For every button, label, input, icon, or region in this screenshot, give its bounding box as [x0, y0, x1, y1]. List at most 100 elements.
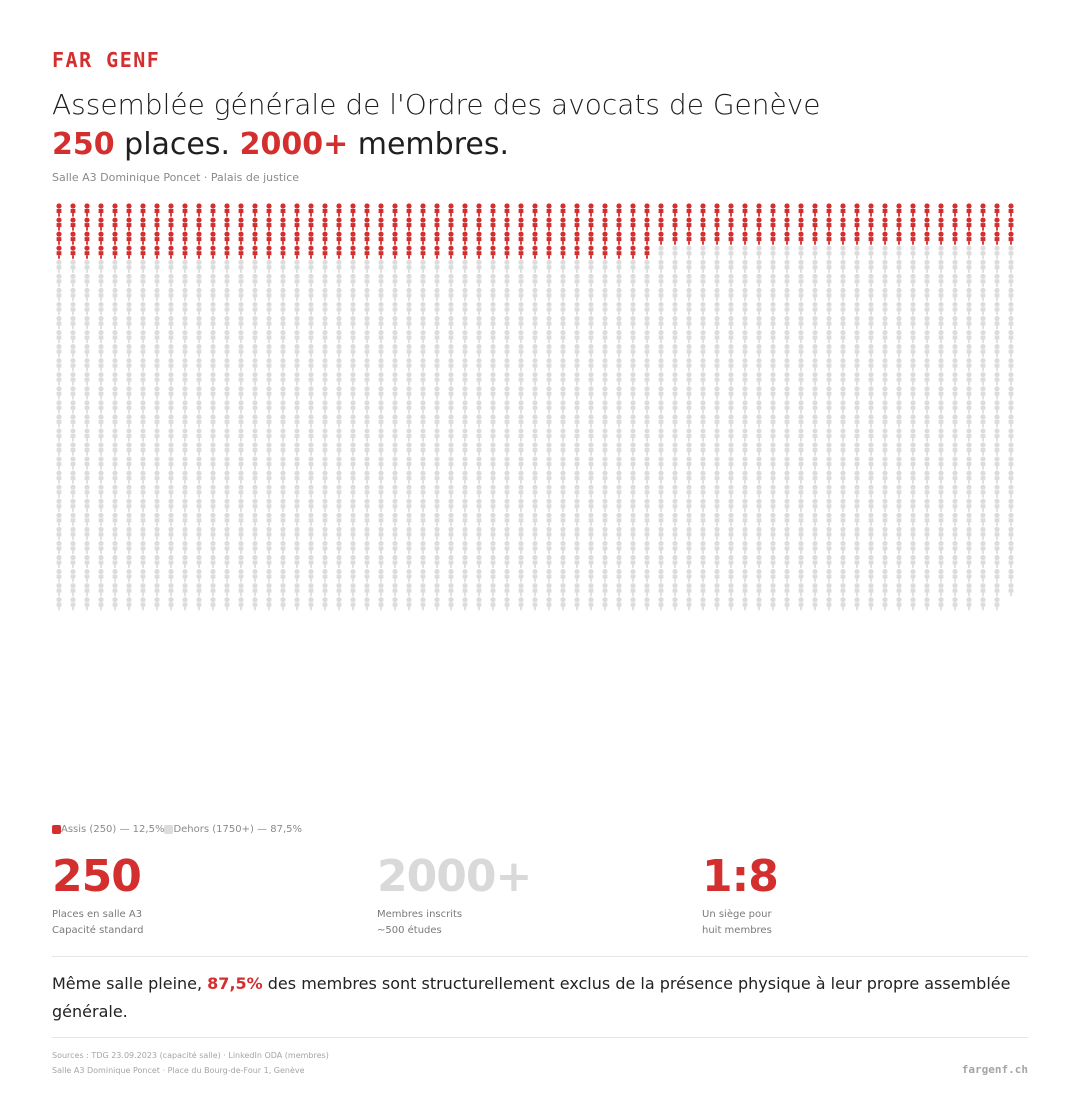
person-outside [784, 259, 790, 273]
person-seated [224, 203, 230, 217]
person-outside [336, 329, 342, 344]
person-outside [448, 484, 454, 498]
person-outside [280, 414, 286, 428]
person-outside [770, 498, 776, 512]
person-seated [532, 231, 538, 245]
person-outside [672, 287, 678, 301]
person-outside [938, 329, 944, 344]
person-outside [784, 428, 790, 442]
person-outside [560, 484, 566, 498]
person-outside [112, 259, 118, 273]
person-outside [1008, 583, 1014, 597]
person-outside [224, 512, 230, 526]
person-outside [280, 344, 286, 358]
person-seated [994, 231, 1000, 245]
person-seated [840, 231, 846, 245]
person-outside [350, 484, 356, 498]
person-outside [56, 512, 62, 526]
stat-value: 2000+ [377, 851, 532, 902]
person-outside [980, 386, 986, 400]
person-outside [896, 287, 902, 301]
person-outside [84, 386, 90, 400]
person-seated [560, 203, 566, 217]
person-outside [224, 470, 230, 484]
person-outside [350, 540, 356, 555]
statement-before: Même salle pleine, [52, 974, 208, 993]
person-outside [728, 498, 734, 512]
person-outside [616, 428, 622, 442]
person-outside [672, 554, 678, 569]
person-outside [322, 484, 328, 498]
person-seated [84, 217, 90, 231]
person-seated [84, 203, 90, 217]
person-outside [658, 315, 664, 330]
person-outside [154, 568, 160, 583]
person-outside [882, 315, 888, 330]
person-outside [322, 287, 328, 301]
person-outside [938, 484, 944, 498]
person-seated [420, 217, 426, 231]
person-outside [658, 484, 664, 498]
person-seated [70, 217, 76, 231]
person-outside [56, 583, 62, 597]
person-outside [280, 386, 286, 400]
person-outside [322, 554, 328, 569]
person-outside [714, 414, 720, 428]
person-outside [196, 484, 202, 498]
person-outside [266, 358, 272, 372]
person-outside [56, 414, 62, 428]
person-outside [812, 245, 818, 259]
person-seated [294, 245, 300, 259]
person-outside [224, 583, 230, 597]
person-outside [112, 526, 118, 540]
person-outside [196, 512, 202, 526]
person-seated [630, 203, 636, 217]
person-outside [504, 526, 510, 540]
person-outside [266, 344, 272, 358]
person-outside [574, 372, 580, 386]
person-outside [798, 442, 804, 456]
person-outside [574, 583, 580, 597]
person-outside [476, 526, 482, 540]
person-outside [364, 400, 370, 414]
person-outside [434, 386, 440, 400]
person-outside [210, 344, 216, 358]
person-outside [154, 498, 160, 512]
person-outside [70, 329, 76, 344]
person-outside [322, 329, 328, 344]
person-outside [658, 554, 664, 569]
person-outside [588, 484, 594, 498]
person-outside [280, 554, 286, 569]
person-outside [672, 344, 678, 358]
person-outside [994, 245, 1000, 259]
person-outside [924, 512, 930, 526]
person-outside [910, 301, 916, 316]
person-outside [98, 428, 104, 442]
person-outside [532, 597, 538, 611]
person-outside [574, 273, 580, 287]
person-outside [630, 597, 636, 611]
person-outside [322, 568, 328, 583]
person-outside [952, 597, 958, 611]
person-outside [462, 414, 468, 428]
person-outside [294, 568, 300, 583]
person-outside [840, 583, 846, 597]
person-outside [140, 540, 146, 555]
person-outside [448, 456, 454, 470]
person-seated [532, 245, 538, 259]
person-outside [644, 484, 650, 498]
person-outside [854, 540, 860, 555]
person-outside [980, 498, 986, 512]
person-outside [490, 442, 496, 456]
person-outside [378, 287, 384, 301]
person-outside [826, 554, 832, 569]
person-outside [308, 414, 314, 428]
person-outside [308, 442, 314, 456]
person-outside [952, 512, 958, 526]
site-link[interactable]: fargenf.ch [961, 1063, 1028, 1076]
person-outside [854, 414, 860, 428]
person-outside [294, 597, 300, 611]
person-outside [350, 498, 356, 512]
stat-value: 1:8 [702, 851, 779, 902]
person-outside [602, 372, 608, 386]
